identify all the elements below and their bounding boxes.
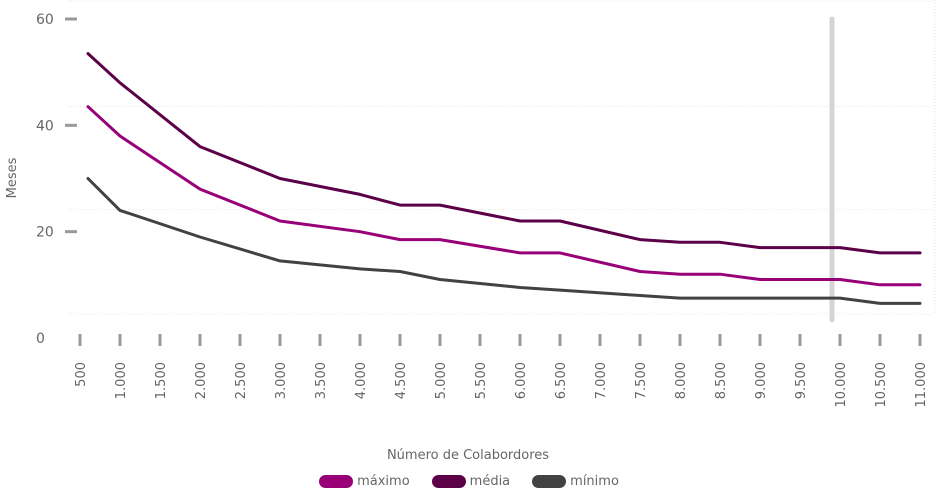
x-axis: 500 1.000 1.500 2.000 2.500 3.000 3.500 4.000 4.… <box>74 334 929 408</box>
legend-item-minimo[interactable]: mínimo <box>532 474 619 489</box>
x-tick-label: 11.000 <box>914 362 929 408</box>
x-tick-label: 1.500 <box>154 362 169 399</box>
x-tick-label: 500 <box>74 362 89 387</box>
legend-label-maximo: máximo <box>357 474 410 489</box>
y-tick-label: 60 <box>36 12 54 28</box>
series-line-1[interactable] <box>86 52 922 255</box>
x-tick-label: 6.000 <box>514 362 529 399</box>
x-tick-label: 7.500 <box>634 362 649 399</box>
series-lines <box>86 52 922 305</box>
y-axis: 0 20 40 60 <box>36 12 77 347</box>
legend-item-maximo[interactable]: máximo <box>319 474 410 489</box>
x-tick-label: 2.500 <box>234 362 249 399</box>
x-tick-label: 9.500 <box>794 362 809 399</box>
x-tick-label: 5.500 <box>474 362 489 399</box>
y-tick-label: 0 <box>36 331 45 347</box>
legend-swatch-minimo <box>532 475 567 488</box>
x-tick-label: 5.000 <box>434 362 449 399</box>
x-tick-label: 2.000 <box>194 362 209 399</box>
legend-label-media: média <box>469 474 511 489</box>
legend-label-minimo: mínimo <box>570 474 619 489</box>
x-tick-label: 6.500 <box>554 362 569 399</box>
grid <box>68 0 936 315</box>
x-axis-title: Número de Colabordores <box>387 448 549 463</box>
legend: máximo média mínimo <box>0 474 938 489</box>
series-line-2[interactable] <box>86 177 922 305</box>
legend-swatch-maximo <box>319 475 354 488</box>
x-tick-label: 4.500 <box>394 362 409 399</box>
x-tick-label: 4.000 <box>354 362 369 399</box>
y-tick-label: 20 <box>36 225 54 241</box>
x-tick-label: 9.000 <box>754 362 769 399</box>
x-tick-label: 7.000 <box>594 362 609 399</box>
legend-swatch-media <box>431 475 466 488</box>
x-tick-label: 8.000 <box>674 362 689 399</box>
x-tick-label: 10.500 <box>874 362 889 408</box>
legend-item-media[interactable]: média <box>431 474 511 489</box>
y-tick-label: 40 <box>36 118 54 134</box>
x-tick-label: 3.000 <box>274 362 289 399</box>
x-tick-label: 1.000 <box>114 362 129 399</box>
x-tick-label: 8.500 <box>714 362 729 399</box>
x-tick-label: 10.000 <box>834 362 849 408</box>
y-axis-title: Meses <box>5 157 20 198</box>
x-tick-label: 3.500 <box>314 362 329 399</box>
series-line-0[interactable] <box>86 105 922 287</box>
